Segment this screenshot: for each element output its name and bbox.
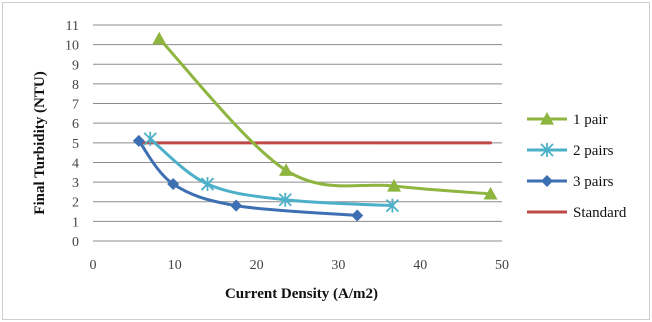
y-tick-label: 5 [72, 137, 79, 152]
series-layer [132, 31, 498, 222]
data-point [279, 163, 294, 176]
legend-label: Standard [573, 205, 627, 221]
legend-marker [540, 112, 554, 125]
y-tick-label: 10 [65, 39, 79, 54]
series-line [148, 137, 394, 208]
x-tick-label: 30 [331, 258, 345, 273]
legend-item: Standard [527, 205, 627, 221]
x-tick-label: 20 [250, 258, 264, 273]
data-point [351, 209, 364, 222]
data-point [385, 198, 400, 213]
data-point [230, 199, 243, 212]
x-axis-title: Current Density (A/m2) [225, 286, 378, 302]
y-tick-label: 9 [72, 58, 79, 73]
y-tick-label: 6 [72, 117, 79, 132]
series-line [157, 37, 493, 196]
legend-item: 2 pairs [527, 143, 614, 159]
y-tick-label: 1 [72, 215, 79, 230]
legend-item: 1 pair [527, 112, 608, 128]
y-tick-label: 2 [72, 196, 79, 211]
y-tick-label: 7 [72, 98, 79, 113]
series-3-pairs [132, 134, 364, 222]
x-tick-label: 50 [495, 258, 509, 273]
x-tick-label: 10 [168, 258, 182, 273]
legend-label: 3 pairs [573, 174, 614, 190]
data-point [387, 179, 402, 192]
x-tick-label: 40 [413, 258, 427, 273]
legend-marker [540, 143, 554, 157]
legend-item: 3 pairs [527, 174, 614, 190]
y-axis-title: Final Turbidity (NTU) [32, 71, 48, 214]
data-point [278, 192, 292, 207]
y-tick-label: 3 [72, 176, 79, 191]
gridlines [93, 24, 502, 242]
x-tick-labels: 0 10 20 30 40 50 [90, 258, 510, 273]
y-tick-label: 11 [66, 19, 79, 34]
data-point [483, 186, 498, 200]
y-tick-labels: 0 1 2 3 4 5 6 7 8 9 10 11 [65, 19, 79, 250]
series-2-pairs [143, 131, 400, 213]
legend-label: 1 pair [573, 112, 608, 128]
data-point [143, 131, 157, 146]
legend-marker [541, 175, 553, 187]
y-tick-label: 0 [72, 235, 79, 250]
data-point [200, 177, 215, 192]
y-tick-label: 8 [72, 78, 79, 93]
series-1-pair [152, 31, 498, 200]
legend: 1 pair 2 pairs 3 pairs Standard [527, 112, 627, 221]
y-tick-label: 4 [72, 156, 79, 171]
data-point [152, 31, 167, 45]
x-tick-label: 0 [90, 258, 97, 273]
data-point [132, 134, 145, 147]
data-point [167, 178, 180, 191]
legend-label: 2 pairs [573, 143, 614, 159]
series-line [137, 139, 359, 217]
